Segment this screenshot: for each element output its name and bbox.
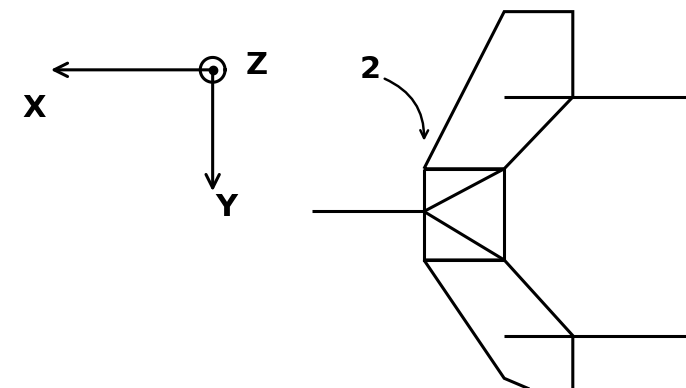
Text: X: X [23,94,46,123]
Text: Y: Y [215,193,237,222]
Text: Z: Z [246,52,268,80]
Text: 2: 2 [360,55,381,84]
